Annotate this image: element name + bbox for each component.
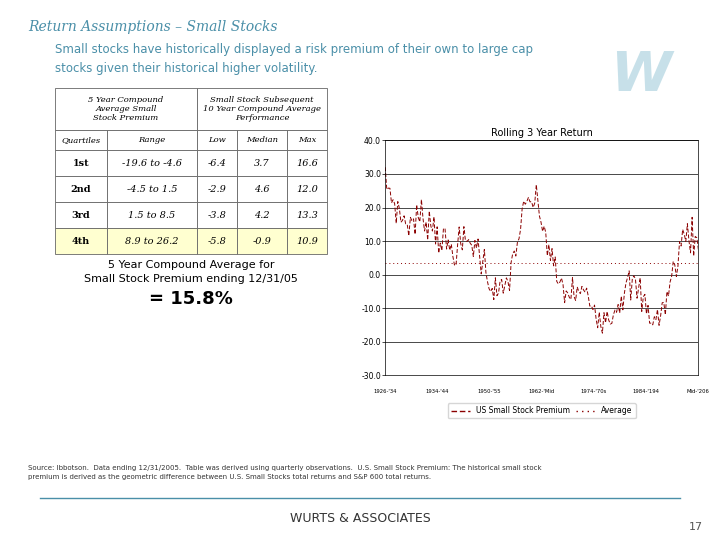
Bar [55, 176, 107, 202]
Text: 3.7: 3.7 [254, 159, 270, 167]
Text: 4.6: 4.6 [254, 185, 270, 193]
Text: Quartiles: Quartiles [61, 136, 101, 144]
Bar [107, 202, 197, 228]
Text: 8.9 to 26.2: 8.9 to 26.2 [125, 237, 179, 246]
Bar [55, 130, 107, 150]
Text: 4.2: 4.2 [254, 211, 270, 219]
Bar [237, 228, 287, 254]
Text: 1934-'44: 1934-'44 [426, 389, 449, 394]
Text: 17: 17 [689, 522, 703, 532]
Text: -0.9: -0.9 [253, 237, 271, 246]
Bar [55, 202, 107, 228]
Bar [237, 176, 287, 202]
Text: 4th: 4th [72, 237, 90, 246]
Text: Low: Low [208, 136, 226, 144]
Text: Median: Median [246, 136, 278, 144]
Bar [237, 130, 287, 150]
Text: 1974-'70s: 1974-'70s [581, 389, 607, 394]
Text: Return Assumptions – Small Stocks: Return Assumptions – Small Stocks [28, 20, 277, 34]
Bar [107, 130, 197, 150]
Text: -19.6 to -4.6: -19.6 to -4.6 [122, 159, 182, 167]
Text: -5.8: -5.8 [207, 237, 226, 246]
Text: W: W [610, 49, 672, 103]
Text: 10.9: 10.9 [296, 237, 318, 246]
Text: 1926-'34: 1926-'34 [374, 389, 397, 394]
Text: = 15.8%: = 15.8% [149, 290, 233, 308]
Bar [107, 228, 197, 254]
Text: -4.5 to 1.5: -4.5 to 1.5 [127, 185, 177, 193]
Bar [287, 150, 327, 176]
Text: Range: Range [138, 136, 166, 144]
Text: 1962-'Mid: 1962-'Mid [528, 389, 555, 394]
Bar [197, 130, 237, 150]
Text: 3rd: 3rd [71, 211, 91, 219]
Text: 5 Year Compound
Average Small
Stock Premium: 5 Year Compound Average Small Stock Prem… [89, 96, 163, 123]
Bar [55, 150, 107, 176]
Text: -2.9: -2.9 [207, 185, 226, 193]
Bar [197, 150, 237, 176]
Bar [287, 202, 327, 228]
Bar [197, 88, 327, 130]
Text: Small stocks have historically displayed a risk premium of their own to large ca: Small stocks have historically displayed… [55, 43, 533, 75]
Text: 1.5 to 8.5: 1.5 to 8.5 [128, 211, 176, 219]
Text: 13.3: 13.3 [296, 211, 318, 219]
Bar [55, 88, 197, 130]
Text: 1984-'194: 1984-'194 [633, 389, 660, 394]
Text: Small Stock Premium ending 12/31/05: Small Stock Premium ending 12/31/05 [84, 274, 298, 284]
Bar [197, 176, 237, 202]
Bar [237, 150, 287, 176]
Bar [197, 228, 237, 254]
Text: 1950-'55: 1950-'55 [478, 389, 501, 394]
Bar [237, 202, 287, 228]
Bar [197, 202, 237, 228]
Text: 16.6: 16.6 [296, 159, 318, 167]
Bar [107, 150, 197, 176]
Text: -3.8: -3.8 [207, 211, 226, 219]
Bar [107, 176, 197, 202]
Bar [287, 228, 327, 254]
Text: Small Stock Subsequent
10 Year Compound Average
Performance: Small Stock Subsequent 10 Year Compound … [203, 96, 321, 123]
Text: 1st: 1st [73, 159, 89, 167]
Text: 12.0: 12.0 [296, 185, 318, 193]
Text: -6.4: -6.4 [207, 159, 226, 167]
Text: 2nd: 2nd [71, 185, 91, 193]
Bar [287, 130, 327, 150]
Text: Source: Ibbotson.  Data ending 12/31/2005.  Table was derived using quarterly ob: Source: Ibbotson. Data ending 12/31/2005… [28, 465, 541, 480]
Text: Mid-'206: Mid-'206 [687, 389, 710, 394]
Bar [55, 228, 107, 254]
Title: Rolling 3 Year Return: Rolling 3 Year Return [491, 128, 593, 138]
Bar [287, 176, 327, 202]
Text: Max: Max [298, 136, 316, 144]
Legend: US Small Stock Premium, Average: US Small Stock Premium, Average [448, 403, 636, 418]
Text: WURTS & ASSOCIATES: WURTS & ASSOCIATES [289, 511, 431, 524]
Text: 5 Year Compound Average for: 5 Year Compound Average for [108, 260, 274, 270]
